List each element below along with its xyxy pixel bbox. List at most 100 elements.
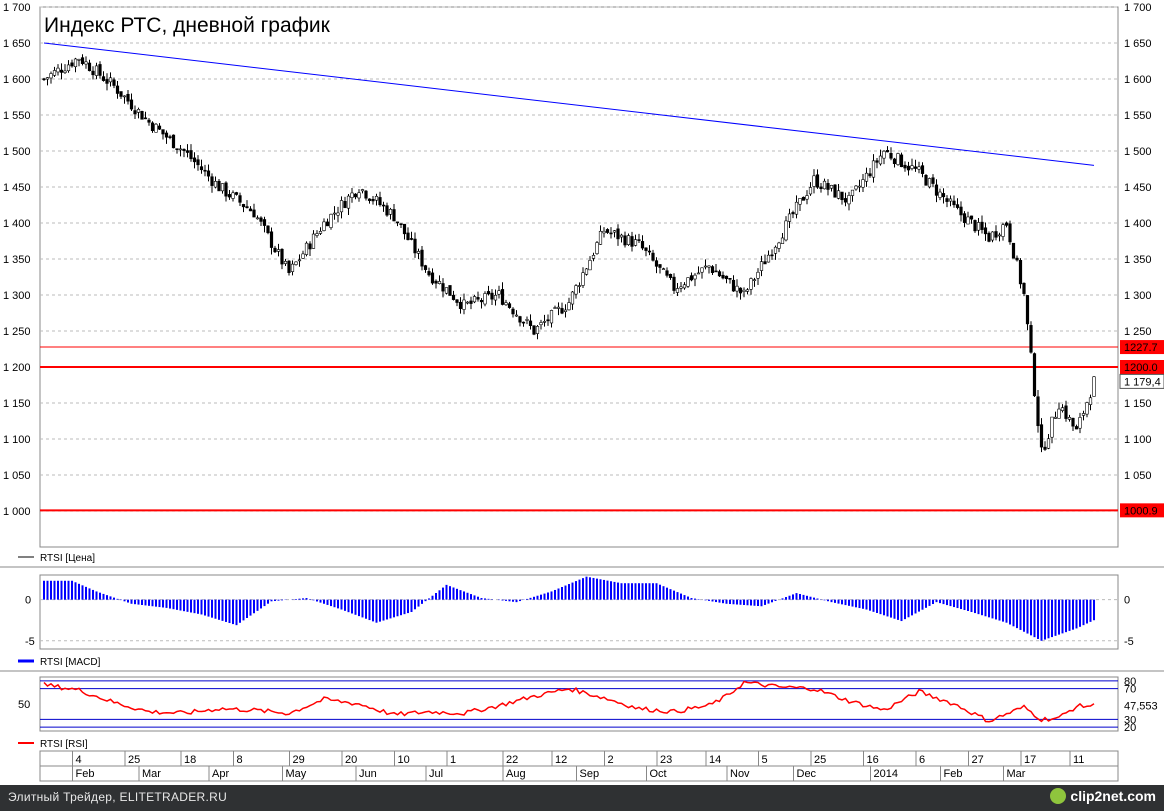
candle-body — [612, 230, 617, 233]
candle-body — [1053, 416, 1058, 419]
candle-body — [360, 189, 365, 192]
candle-body — [378, 197, 382, 206]
price-tick-label-left: 1 500 — [3, 146, 31, 158]
candle-body — [206, 170, 211, 177]
candle-body — [675, 288, 680, 293]
price-tick-label-left: 1 150 — [3, 398, 31, 410]
price-tick-label-left: 1 050 — [3, 470, 31, 482]
rsi-tick-label: 50 — [18, 699, 30, 711]
price-legend: RTSI [Цена] — [18, 553, 95, 564]
candle-body — [1064, 405, 1068, 419]
candle-body — [220, 183, 225, 192]
candle-body — [332, 212, 337, 215]
candle-body — [647, 250, 652, 253]
candle-body — [150, 122, 155, 132]
footer-brand[interactable]: clip2net.com — [1050, 788, 1156, 804]
candle-body — [234, 192, 239, 195]
candle-body — [238, 195, 242, 203]
candle-body — [367, 198, 372, 201]
candle-body — [315, 233, 319, 236]
candle-body — [871, 160, 876, 178]
candle-body — [763, 261, 767, 265]
candle-body — [493, 294, 498, 301]
candle-body — [119, 91, 123, 97]
candle-body — [483, 293, 487, 305]
candle-body — [395, 221, 400, 224]
candle-body — [864, 172, 869, 182]
candle-body — [59, 69, 64, 73]
macd-panel: 0 0 -5 -5 — [0, 566, 1164, 650]
candle-body — [630, 236, 634, 247]
candle-body — [322, 221, 326, 231]
candle-body — [588, 260, 592, 271]
candle-body — [787, 213, 792, 222]
candles — [42, 54, 1096, 453]
day-label: 23 — [660, 754, 672, 766]
candle-body — [1057, 408, 1061, 419]
month-label: Jun — [359, 768, 377, 780]
candle-body — [56, 67, 60, 73]
candle-body — [528, 320, 533, 326]
candle-body — [742, 289, 746, 292]
candle-body — [346, 195, 351, 209]
price-tick-label-right: 1 250 — [1124, 326, 1152, 338]
candle-body — [1008, 223, 1012, 243]
month-label: Mar — [1007, 768, 1026, 780]
candle-body — [735, 285, 739, 292]
candle-body — [756, 271, 760, 279]
day-label: 16 — [867, 754, 879, 766]
candle-body — [108, 77, 113, 83]
candle-body — [644, 247, 648, 251]
candle-body — [994, 231, 998, 238]
price-axis-left: 1 000 1 050 1 100 1 150 1 200 1 250 1 300 1 350… — [3, 2, 31, 518]
candle-body — [798, 198, 802, 205]
candle-body — [924, 175, 928, 186]
price-tick-label-left: 1 400 — [3, 218, 31, 230]
candle-body — [66, 64, 71, 72]
candle-body — [259, 217, 263, 222]
candle-body — [885, 150, 890, 153]
day-label: 14 — [709, 754, 721, 766]
rsi-level-label: 20 — [1124, 722, 1136, 734]
candle-body — [406, 232, 410, 241]
candle-body — [679, 286, 683, 289]
candle-body — [1081, 413, 1086, 416]
footer-bar: Элитный Трейдер, ELITETRADER.RU clip2net… — [0, 785, 1164, 811]
candle-body — [318, 231, 323, 234]
candle-body — [1011, 242, 1016, 259]
level-badge — [1120, 340, 1164, 355]
candle-body — [1032, 353, 1037, 397]
candle-body — [948, 198, 953, 202]
candle-body — [952, 200, 956, 206]
candle-body — [581, 272, 585, 286]
candle-body — [504, 302, 508, 306]
candle-body — [133, 110, 137, 115]
candle-body — [227, 194, 232, 198]
day-label: 4 — [76, 754, 82, 766]
candle-body — [241, 204, 246, 208]
candle-body — [913, 166, 918, 169]
candle-body — [388, 208, 393, 215]
price-tick-label-right: 1 700 — [1124, 2, 1152, 14]
candle-body — [343, 201, 347, 208]
candle-body — [850, 189, 855, 196]
candle-body — [927, 178, 932, 188]
candle-body — [430, 272, 435, 284]
candle-body — [728, 278, 732, 280]
candle-body — [672, 276, 676, 291]
candle-body — [819, 186, 823, 189]
month-label: Mar — [142, 768, 161, 780]
candle-body — [549, 310, 554, 324]
candle-body — [280, 248, 284, 265]
candle-body — [329, 213, 333, 228]
macd-legend-label: RTSI [MACD] — [40, 657, 101, 668]
candle-body — [920, 165, 925, 174]
candle-body — [1046, 438, 1051, 449]
candle-body — [168, 136, 172, 138]
candle-body — [175, 148, 179, 150]
candle-body — [941, 193, 946, 198]
rsi-legend-label: RTSI [RSI] — [40, 739, 88, 750]
candle-body — [724, 275, 729, 280]
price-plot-area — [39, 6, 1119, 548]
